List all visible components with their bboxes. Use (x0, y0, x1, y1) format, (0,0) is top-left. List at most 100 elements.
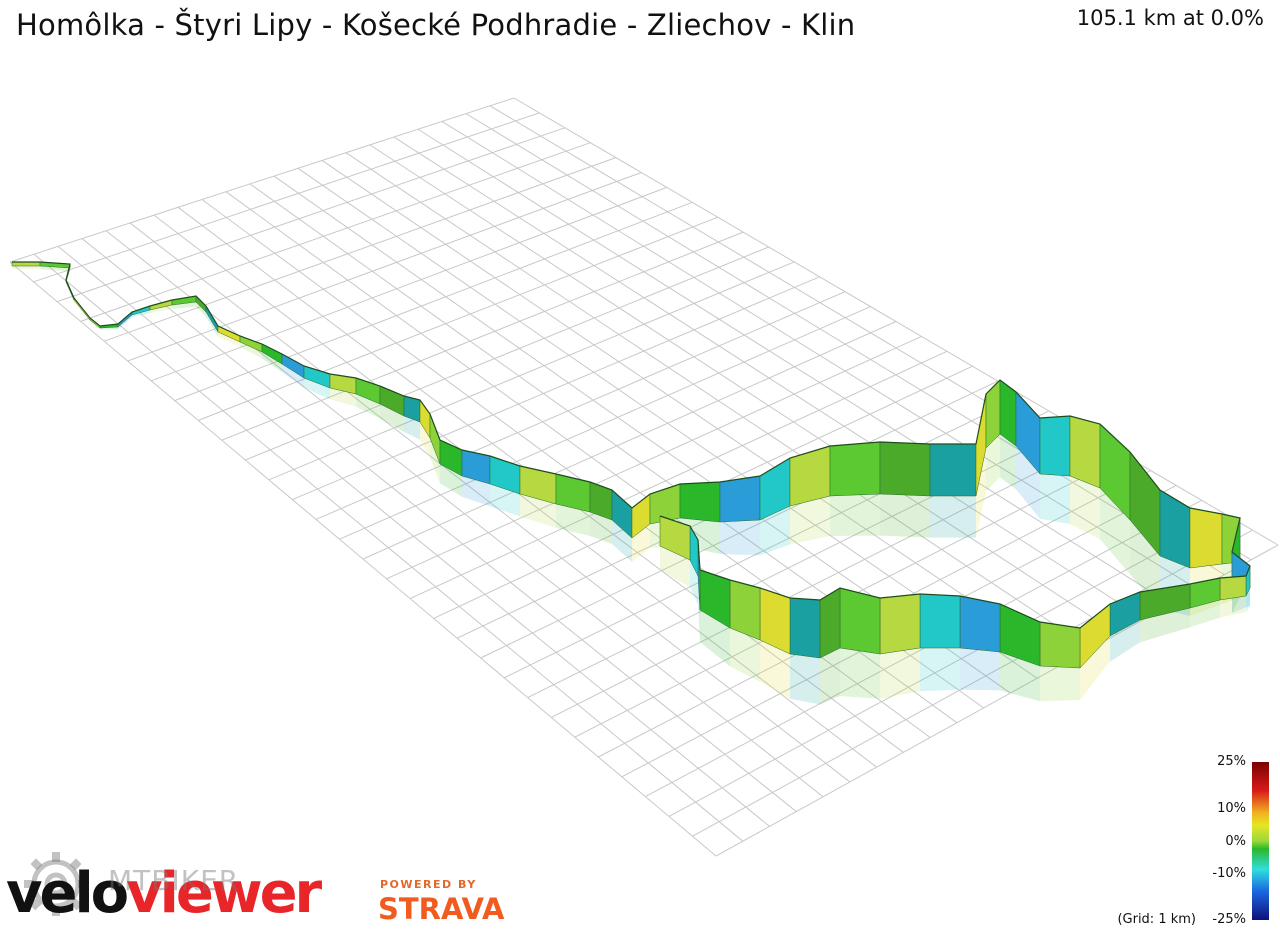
route-shadow-segment (760, 640, 790, 699)
route-shadow-segment (90, 320, 100, 330)
grid-line-b (480, 395, 1024, 659)
grid-line-b (33, 112, 540, 283)
route-wall-segment (929, 443, 977, 497)
route-shadow-segment (700, 610, 730, 667)
route-shadow-segment (556, 504, 590, 536)
grid-line-b (409, 350, 948, 600)
route-shadow-segment (1040, 666, 1080, 702)
route-shadow-segment (172, 302, 196, 309)
route-shadow-segment (218, 332, 240, 347)
route-shadow-segment (380, 404, 404, 432)
route-shadow-segment (698, 576, 700, 642)
route-shadow-segment (240, 342, 262, 359)
route-shadow-segment (150, 305, 172, 314)
route-wall-segment (1039, 621, 1081, 669)
route-wall-segment (1039, 415, 1071, 477)
route-shadow-segment (196, 302, 206, 317)
route-shadow-segment (986, 434, 1000, 492)
veloviewer-logo[interactable]: veloviewer (6, 866, 322, 922)
route-shadow-segment (720, 520, 760, 556)
route-shadow-segment (132, 310, 150, 318)
route-wall-segment (719, 475, 761, 523)
grid-line-b (221, 231, 744, 441)
route-shadow-segment (520, 494, 556, 528)
grid-line-b (527, 425, 1075, 699)
route-shadow-segment (1080, 636, 1110, 700)
veloviewer-logo-velo: velo (6, 861, 129, 926)
route-wall-segment (679, 481, 721, 523)
route-shadow-segment (1040, 474, 1070, 524)
route-shadow-segment (1130, 520, 1160, 609)
route-shadow-segment (100, 327, 118, 330)
route-wall-segment (1189, 507, 1223, 569)
grid-line-b (245, 246, 769, 461)
grid-line-b (127, 172, 642, 362)
veloviewer-logo-viewer: viewer (126, 861, 322, 926)
route-shadow-segment (118, 315, 132, 330)
route-shadow-segment (206, 312, 218, 337)
route-wall-segment (919, 593, 961, 649)
legend-label-minus-25: -25% (1212, 912, 1246, 927)
route-wall-segment (1069, 415, 1101, 489)
route-shadow-segment (462, 476, 490, 507)
route-wall-segment (959, 595, 1001, 653)
route-wall-segment (789, 597, 821, 659)
mtbiker-gear-icon (24, 852, 88, 916)
route-shadow-segment (1140, 608, 1190, 643)
route-shadow-segment (440, 464, 462, 497)
route-shadow-segment (1000, 434, 1016, 490)
route-shadow-segment (1110, 620, 1140, 662)
legend-label-minus-10: -10% (1212, 866, 1246, 881)
route-shadow-segment (690, 560, 698, 605)
route-wall-segment (879, 593, 921, 655)
route-shadow-segment (1070, 476, 1100, 540)
grid-line-b (362, 321, 897, 560)
legend-label-25: 25% (1217, 754, 1246, 769)
grid-line-b (339, 306, 871, 540)
grid-line-b (56, 127, 566, 303)
route-shadow-segment (490, 484, 520, 517)
gradient-legend-bar (1252, 762, 1269, 920)
strava-logo[interactable]: STRAVA (378, 892, 505, 926)
route-shadow-segment (760, 506, 790, 556)
route-wall-segment (839, 587, 881, 655)
route-shadow-segment (12, 266, 40, 270)
route-shadow-segment (40, 266, 70, 272)
route-shadow-segment (920, 648, 960, 692)
route-shadow-segment (880, 648, 920, 699)
route-shadow-segment (282, 364, 304, 388)
grid-line-b (268, 261, 795, 481)
route-wall-segment (829, 441, 881, 497)
route-shadow-segment (356, 394, 380, 419)
route-shadow-segment (1000, 652, 1040, 702)
route-shadow-segment (880, 494, 930, 538)
route-shadow-segment (420, 422, 430, 458)
legend-label-0: 0% (1225, 834, 1246, 849)
grid-line-b (174, 201, 693, 402)
grid-line-b (551, 440, 1100, 718)
route-wall-segment (879, 441, 931, 497)
route-shadow-segment (632, 524, 650, 562)
route-shadow-segment (790, 654, 820, 705)
grid-scale-note: (Grid: 1 km) (1117, 912, 1196, 927)
route-shadow-segment (730, 628, 760, 682)
route-shadow-segment (612, 520, 632, 562)
grid-line-b (692, 529, 1253, 837)
route-shadow-segment (820, 648, 840, 705)
grid-line-b (645, 499, 1202, 798)
grid-line-b (80, 142, 591, 322)
route-shadow-segment (1100, 488, 1130, 575)
route-shadow-segment (790, 496, 830, 545)
grid-line-b (103, 157, 617, 342)
route-shadow-segment (304, 378, 330, 400)
route-shadow-segment (590, 512, 612, 544)
grid-line-b (9, 97, 515, 263)
route-shadow-segment (404, 416, 420, 440)
route-wall-segment (789, 445, 831, 507)
route-shadow-segment (830, 494, 880, 536)
grid-line-b (668, 514, 1228, 817)
route-shadow-segment (1016, 446, 1040, 519)
powered-by-label: POWERED BY (380, 878, 477, 891)
route-shadow-segment (960, 648, 1000, 691)
